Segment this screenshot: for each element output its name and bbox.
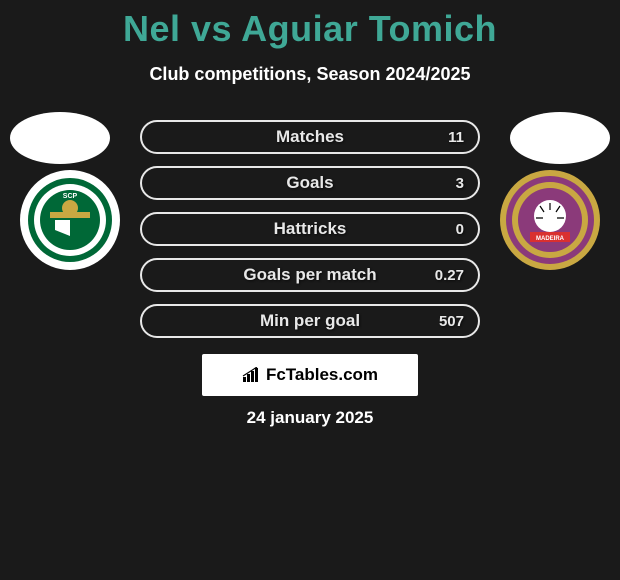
club-badge-left: SCP [20,170,120,270]
date-text: 24 january 2025 [0,408,620,428]
brand-box[interactable]: FcTables.com [202,354,418,396]
stat-label: Min per goal [260,311,360,331]
page-title: Nel vs Aguiar Tomich [0,0,620,50]
player-avatar-left [10,112,110,164]
stat-label: Goals [286,173,333,193]
stat-value-right: 3 [456,175,464,192]
stat-label: Goals per match [243,265,376,285]
stat-row-goals: Goals 3 [140,166,480,200]
bars-icon [242,367,262,383]
stats-container: Matches 11 Goals 3 Hattricks 0 Goals per… [140,120,480,350]
stat-value-right: 0.27 [435,267,464,284]
stat-row-matches: Matches 11 [140,120,480,154]
stat-label: Matches [276,127,344,147]
stat-label: Hattricks [274,219,347,239]
stat-value-right: 11 [448,129,464,146]
svg-text:SCP: SCP [63,193,78,200]
stat-value-right: 507 [439,313,464,330]
stat-row-hattricks: Hattricks 0 [140,212,480,246]
stat-row-min-per-goal: Min per goal 507 [140,304,480,338]
club-badge-right: MADEIRA [500,170,600,270]
player-avatar-right [510,112,610,164]
brand-text: FcTables.com [266,365,378,385]
stat-value-right: 0 [456,221,464,238]
svg-text:MADEIRA: MADEIRA [536,236,565,242]
stat-row-goals-per-match: Goals per match 0.27 [140,258,480,292]
subtitle: Club competitions, Season 2024/2025 [0,64,620,85]
